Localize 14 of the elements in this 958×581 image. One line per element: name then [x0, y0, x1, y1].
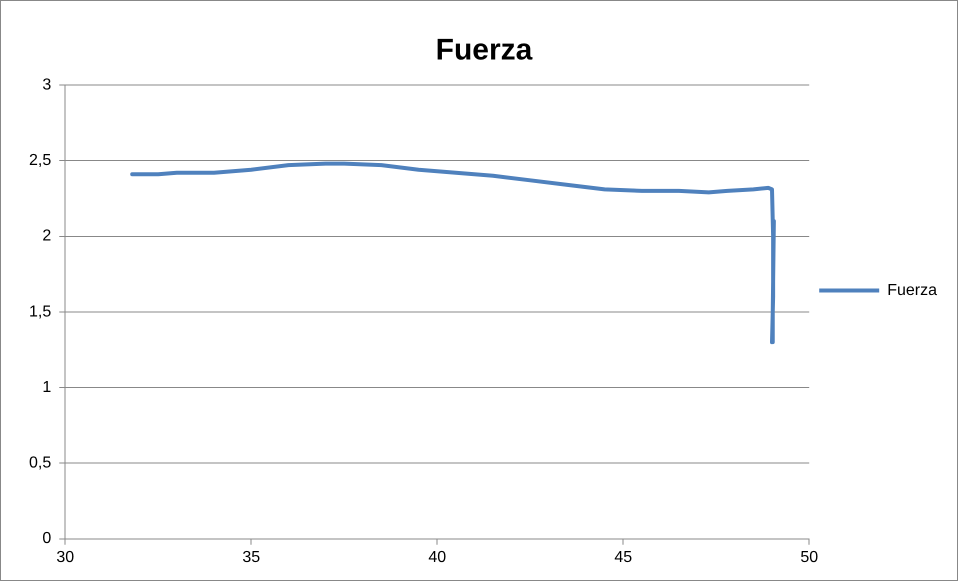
legend-label: Fuerza — [887, 282, 938, 299]
x-tick-label: 35 — [242, 548, 260, 566]
y-tick-label: 1,5 — [28, 303, 52, 320]
x-tick-label: 50 — [800, 548, 818, 566]
y-tick-label: 3 — [42, 76, 52, 94]
y-tick-label: 2,5 — [28, 152, 52, 170]
y-tick-label: 0 — [42, 530, 52, 548]
y-tick-label: 0,5 — [28, 454, 52, 472]
x-tick-label: 45 — [614, 548, 632, 566]
x-tick-label: 40 — [428, 548, 446, 566]
chart-title: Fuerza — [436, 33, 533, 66]
y-tick-label: 2 — [42, 228, 52, 245]
x-tick-label: 30 — [56, 548, 74, 566]
y-tick-label: 1 — [42, 378, 52, 396]
